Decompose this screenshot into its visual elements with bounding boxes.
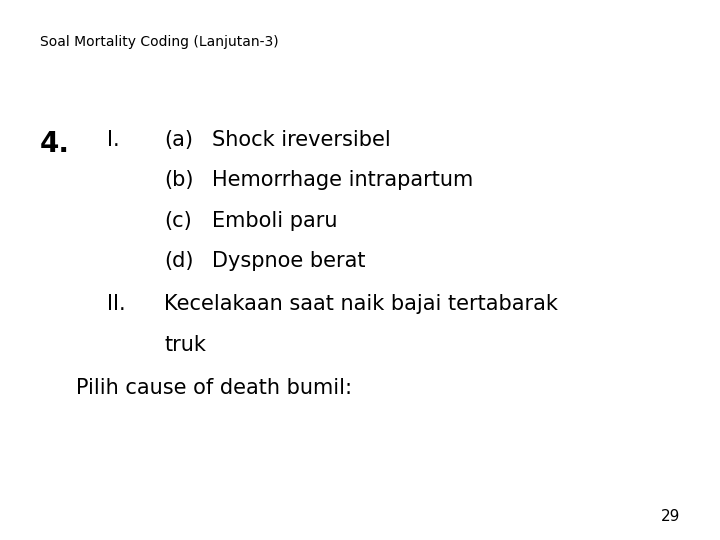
Text: Soal Mortality Coding (Lanjutan-3): Soal Mortality Coding (Lanjutan-3): [40, 35, 278, 49]
Text: 29: 29: [661, 509, 680, 524]
Text: Hemorrhage intrapartum: Hemorrhage intrapartum: [212, 170, 474, 190]
Text: (d): (d): [164, 251, 194, 271]
Text: (a): (a): [164, 130, 193, 150]
Text: truk: truk: [164, 335, 206, 355]
Text: Emboli paru: Emboli paru: [212, 211, 338, 231]
Text: Shock ireversibel: Shock ireversibel: [212, 130, 391, 150]
Text: II.: II.: [107, 294, 125, 314]
Text: Kecelakaan saat naik bajai tertabarak: Kecelakaan saat naik bajai tertabarak: [164, 294, 558, 314]
Text: 4.: 4.: [40, 130, 70, 158]
Text: (b): (b): [164, 170, 194, 190]
Text: Pilih cause of death bumil:: Pilih cause of death bumil:: [76, 378, 351, 398]
Text: (c): (c): [164, 211, 192, 231]
Text: I.: I.: [107, 130, 120, 150]
Text: Dyspnoe berat: Dyspnoe berat: [212, 251, 366, 271]
